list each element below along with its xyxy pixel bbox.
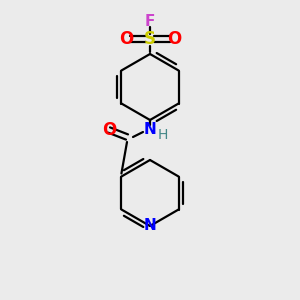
Text: H: H xyxy=(158,128,168,142)
Text: O: O xyxy=(167,30,181,48)
Text: F: F xyxy=(145,14,155,28)
Text: S: S xyxy=(144,30,156,48)
Text: O: O xyxy=(102,121,116,139)
Text: O: O xyxy=(119,30,133,48)
Text: N: N xyxy=(144,122,156,137)
Text: N: N xyxy=(144,218,156,233)
